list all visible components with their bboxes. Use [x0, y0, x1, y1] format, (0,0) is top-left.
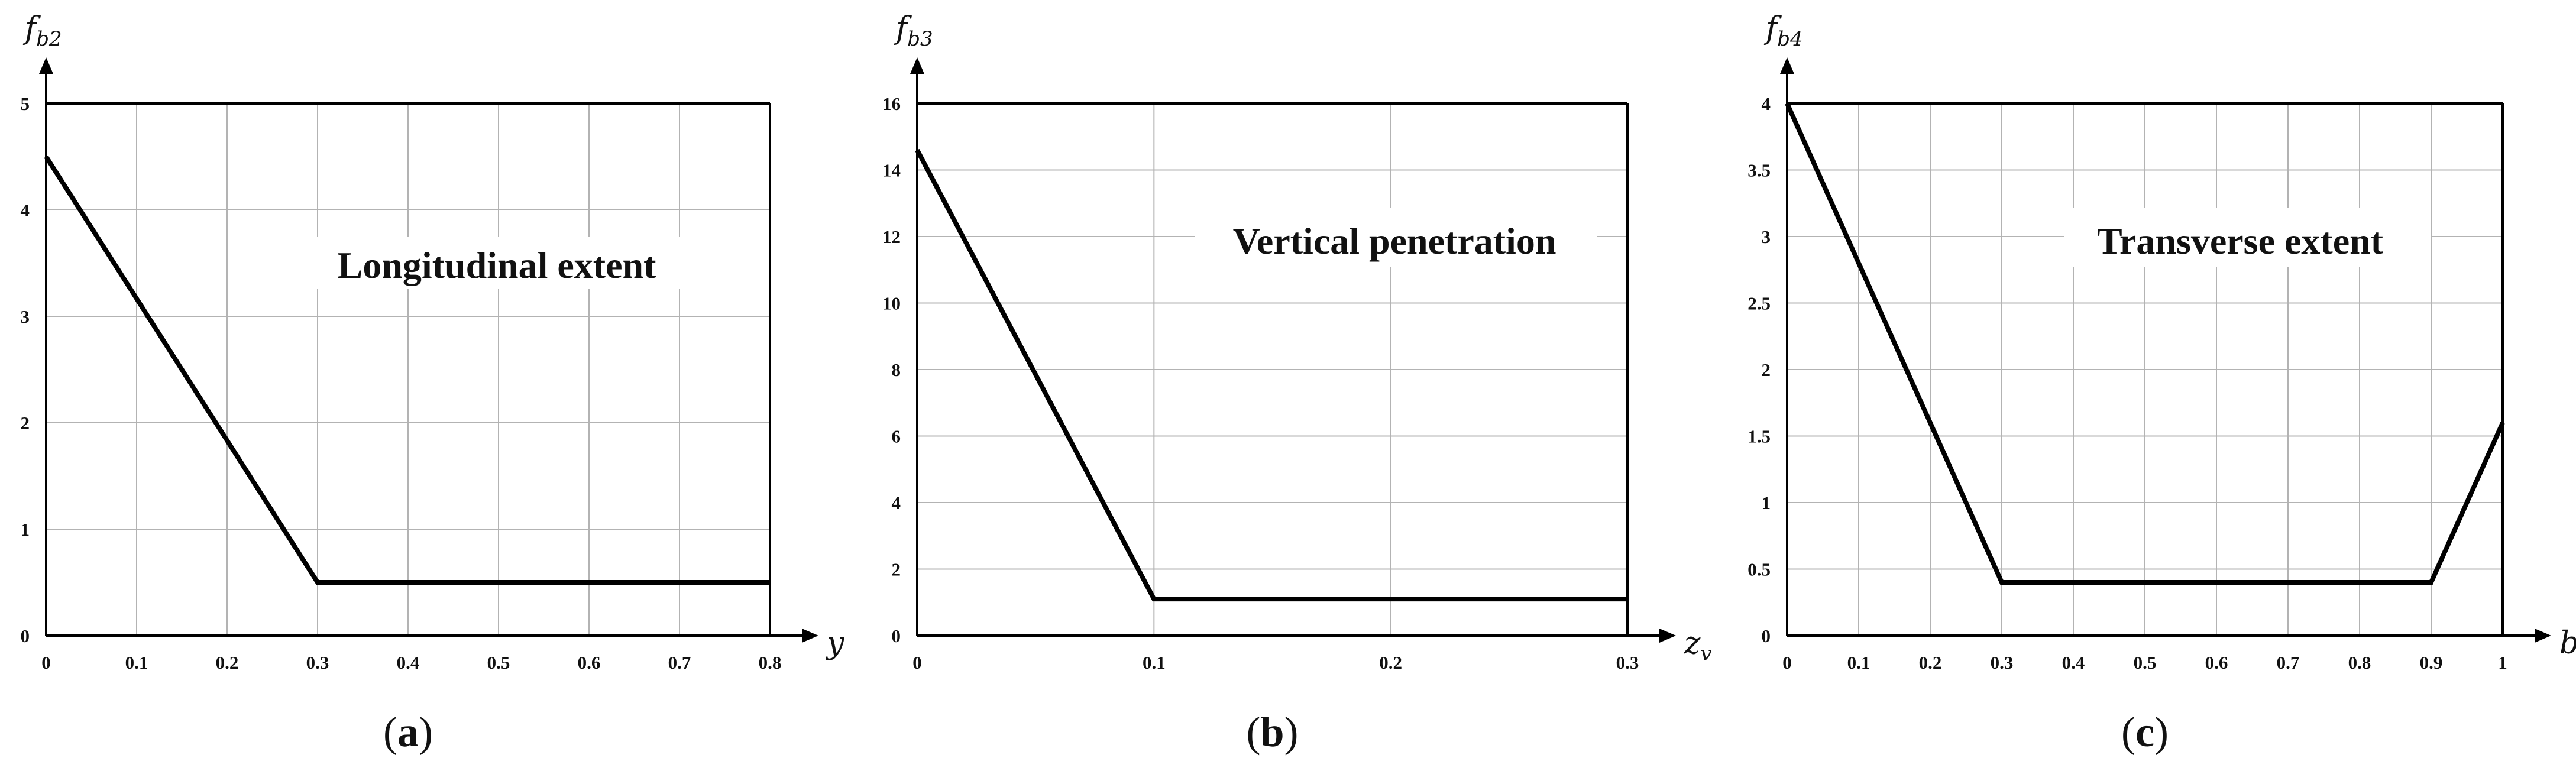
x-axis-label-base: z [1684, 626, 1701, 661]
chart-panel-b: Vertical penetration 0 0.1 0.2 0.3 0 2 4 6 8 10 12 1… [882, 11, 1712, 756]
panel-label-close: ) [1284, 708, 1299, 756]
data-point [1787, 103, 1788, 104]
y-axis-label: fb2 [22, 11, 62, 51]
panel-label: (b) [1246, 708, 1298, 756]
x-tick-label: 0.7 [668, 652, 691, 673]
x-tick-label: 0 [1782, 652, 1792, 673]
y-tick-label: 0 [892, 626, 901, 646]
y-tick-label: 3.5 [1747, 160, 1771, 181]
panel-label-letter: a [397, 708, 419, 756]
x-tick-label: 0.9 [2420, 652, 2443, 673]
y-axis-arrow [39, 57, 53, 74]
data-point [2431, 582, 2432, 583]
y-tick-label: 3 [21, 306, 30, 327]
panel-label-open: ( [2121, 708, 2135, 756]
y-tick-label: 2 [1762, 359, 1771, 380]
title-background [1195, 208, 1597, 267]
x-tick-label: 0.6 [578, 652, 601, 673]
x-tick-label: 1 [2498, 652, 2507, 673]
y-axis-label-sub: b3 [907, 27, 933, 51]
y-tick-label: 0 [21, 626, 30, 646]
panel-label-letter: c [2135, 708, 2154, 756]
x-axis-label: b [2559, 626, 2576, 661]
chart-panel-c: Transverse extent 0 0.1 0.2 0.3 0.4 0.5 0.6 0.7 0… [1747, 11, 2576, 756]
y-tick-label: 1 [21, 519, 30, 540]
y-tick-label: 2.5 [1747, 293, 1771, 314]
x-tick-label: 0.2 [1379, 652, 1402, 673]
x-axis-label: zv [1684, 626, 1712, 666]
data-point [769, 582, 771, 583]
chart-title: Transverse extent [2097, 220, 2384, 262]
y-tick-label: 12 [882, 226, 901, 247]
y-axis-arrow [1780, 57, 1794, 74]
y-tick-label: 2 [892, 559, 901, 580]
x-axis-label-sub: v [1700, 642, 1711, 666]
y-tick-label: 3 [1762, 226, 1771, 247]
chart-title: Vertical penetration [1233, 220, 1556, 262]
y-axis-label: fb3 [894, 11, 933, 51]
x-tick-label: 0.8 [759, 652, 782, 673]
y-tick-label: 0 [1762, 626, 1771, 646]
y-tick-label: 6 [892, 426, 901, 447]
x-axis-label-base: y [826, 626, 844, 661]
x-axis-arrow [1659, 629, 1676, 643]
y-tick-label: 2 [21, 413, 30, 433]
y-tick-label: 10 [882, 293, 901, 314]
panel-label-open: ( [383, 708, 397, 756]
panel-label: (a) [383, 708, 433, 756]
panel-label: (c) [2121, 708, 2169, 756]
panel-label-open: ( [1246, 708, 1260, 756]
y-tick-label: 8 [892, 359, 901, 380]
x-tick-label: 0.8 [2348, 652, 2371, 673]
y-tick-label: 16 [882, 93, 901, 114]
x-tick-label: 0 [912, 652, 922, 673]
chart-panel-a: Longitudinal extent 0 0.1 0.2 0.3 0.4 0.5 0.6 0.… [21, 11, 845, 756]
x-tick-label: 0.3 [306, 652, 329, 673]
x-tick-label: 0.5 [2134, 652, 2157, 673]
x-axis-label: y [826, 626, 844, 661]
x-tick-label: 0.1 [125, 652, 148, 673]
y-axis-label: fb4 [1763, 11, 1803, 51]
x-tick-label: 0.4 [397, 652, 420, 673]
x-tick-label: 0.4 [2062, 652, 2085, 673]
x-tick-label: 0.6 [2205, 652, 2228, 673]
y-axis-label-sub: b4 [1777, 27, 1802, 51]
panel-label-letter: b [1260, 708, 1284, 756]
x-axis-label-base: b [2559, 626, 2576, 661]
y-tick-label: 1 [1762, 493, 1771, 513]
y-tick-label: 5 [21, 93, 30, 114]
y-tick-label: 1.5 [1747, 426, 1771, 447]
x-tick-label: 0.5 [487, 652, 510, 673]
x-tick-label: 0.1 [1847, 652, 1870, 673]
x-axis-arrow [2535, 629, 2551, 643]
y-tick-label: 4 [892, 493, 901, 513]
x-tick-label: 0.1 [1143, 652, 1166, 673]
x-tick-label: 0.3 [1991, 652, 2014, 673]
x-tick-label: 0 [41, 652, 51, 673]
x-tick-label: 0.3 [1616, 652, 1639, 673]
title-background [299, 237, 695, 289]
y-tick-label: 4 [21, 200, 30, 221]
panel-label-close: ) [2154, 708, 2169, 756]
y-axis-label-sub: b2 [36, 27, 62, 51]
panel-label-close: ) [419, 708, 433, 756]
title-background [2064, 208, 2431, 267]
x-tick-label: 0.2 [216, 652, 239, 673]
x-tick-label: 0.2 [1919, 652, 1942, 673]
y-tick-label: 4 [1762, 93, 1771, 114]
series-line [1785, 102, 2505, 585]
x-tick-label: 0.7 [2277, 652, 2300, 673]
y-tick-label: 14 [882, 160, 901, 181]
chart-title: Longitudinal extent [338, 244, 656, 286]
x-axis-arrow [802, 629, 818, 643]
data-point [1627, 598, 1628, 600]
y-tick-label: 0.5 [1747, 559, 1771, 580]
y-axis-arrow [910, 57, 924, 74]
